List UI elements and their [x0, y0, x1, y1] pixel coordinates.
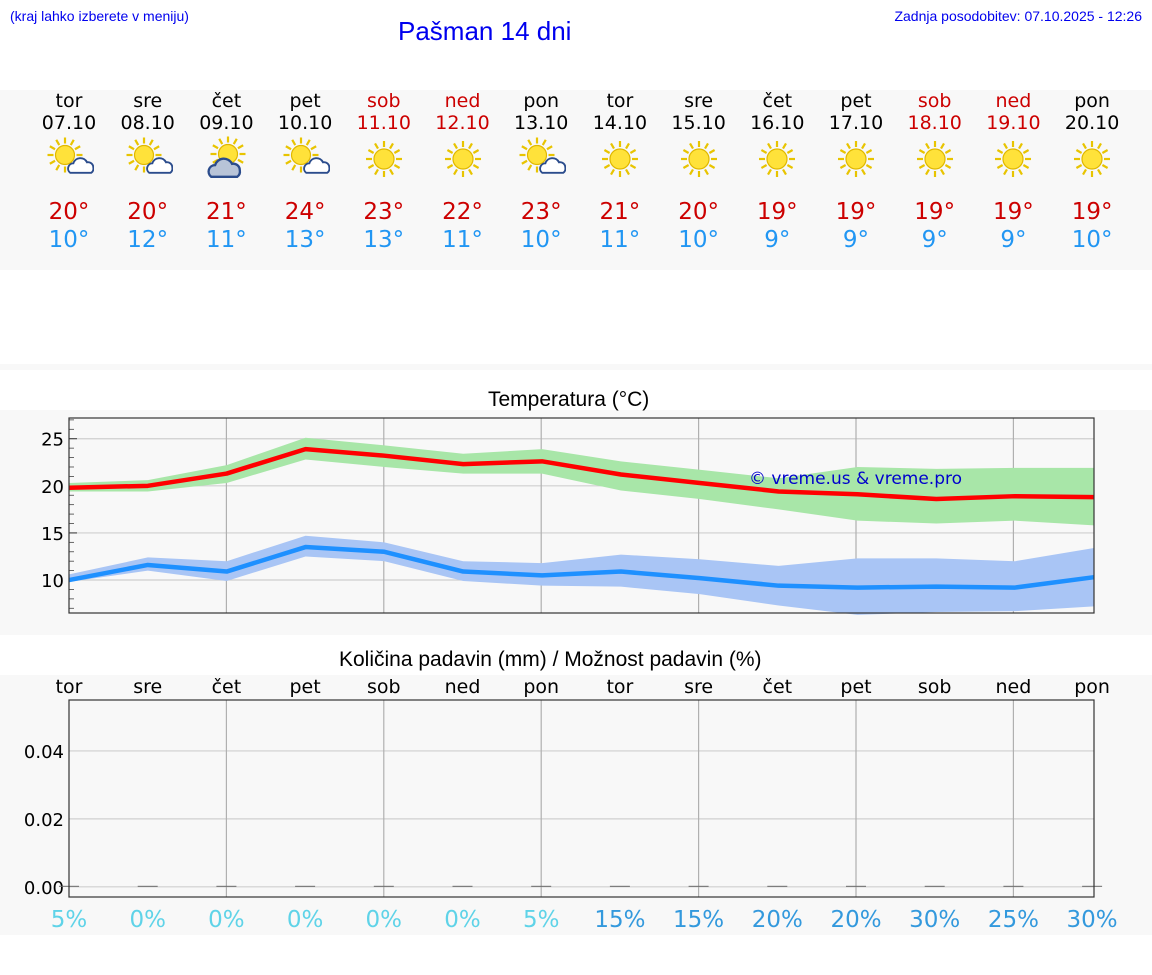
temp-max: 23°	[520, 199, 562, 225]
forecast-band	[0, 90, 1152, 270]
temp-max: 23°	[363, 199, 405, 225]
temp-max: 19°	[993, 199, 1034, 225]
day-name: pon	[1074, 90, 1110, 112]
day-date: 15.10	[671, 112, 726, 134]
temp-max: 19°	[914, 199, 956, 225]
temperature-band	[0, 410, 1152, 635]
sun-cloud-icon	[516, 134, 567, 184]
temp-max: 19°	[1071, 199, 1113, 225]
day-date: 12.10	[435, 112, 490, 134]
day-date: 17.10	[828, 112, 884, 134]
temp-min: 9°	[1000, 227, 1027, 253]
day-date: 16.10	[750, 112, 805, 134]
temp-min: 9°	[842, 227, 870, 253]
temp-max: 20°	[678, 199, 719, 225]
sun-icon	[988, 134, 1038, 184]
temp-min: 9°	[921, 227, 948, 253]
sun-icon	[674, 134, 724, 184]
day-name: sob	[367, 90, 401, 112]
temp-min: 13°	[363, 227, 405, 253]
temp-min: 11°	[599, 227, 641, 253]
temp-min: 10°	[1071, 227, 1113, 253]
day-name: pet	[840, 90, 872, 112]
day-name: ned	[995, 90, 1032, 112]
day-date: 10.10	[277, 112, 333, 134]
temp-min: 9°	[764, 227, 791, 253]
sun-icon	[595, 134, 645, 184]
sun-icon	[831, 134, 881, 184]
day-name: ned	[444, 90, 481, 112]
sun-icon	[359, 134, 409, 184]
day-date: 19.10	[986, 112, 1041, 134]
temp-min: 10°	[48, 227, 90, 253]
precipitation-chart-title: Količina padavin (mm) / Možnost padavin …	[339, 648, 762, 671]
temp-max: 20°	[127, 199, 169, 225]
sun-clouds-icon	[201, 134, 251, 184]
temp-max: 21°	[206, 199, 247, 225]
day-name: tor	[55, 90, 83, 112]
temp-max: 22°	[442, 199, 483, 225]
temp-max: 19°	[835, 199, 877, 225]
temp-max: 20°	[48, 199, 90, 225]
temp-max: 24°	[284, 199, 326, 225]
last-updated: Zadnja posodobitev: 07.10.2025 - 12:26	[894, 8, 1142, 24]
temp-min: 11°	[206, 227, 247, 253]
separator-band	[0, 364, 1152, 370]
sun-icon	[910, 134, 960, 184]
day-name: tor	[606, 90, 634, 112]
sun-icon	[438, 134, 488, 184]
sun-cloud-icon	[123, 134, 173, 184]
day-name: čet	[762, 90, 793, 112]
day-date: 13.10	[513, 112, 569, 134]
sun-cloud-icon	[280, 134, 331, 184]
temp-min: 12°	[127, 227, 169, 253]
sun-cloud-icon	[44, 134, 95, 184]
day-name: sob	[917, 90, 952, 112]
temp-min: 10°	[678, 227, 719, 253]
temp-min: 10°	[520, 227, 562, 253]
day-name: sre	[684, 90, 714, 112]
day-name: pon	[523, 90, 560, 112]
location-hint: (kraj lahko izberete v meniju)	[10, 8, 189, 24]
temp-min: 13°	[284, 227, 326, 253]
day-date: 07.10	[41, 112, 97, 134]
temperature-chart-title: Temperatura (°C)	[488, 388, 650, 411]
sun-icon	[752, 134, 802, 184]
day-date: 20.10	[1064, 112, 1120, 134]
sun-icon	[1067, 134, 1117, 184]
day-name: čet	[211, 90, 242, 112]
day-date: 09.10	[199, 112, 254, 134]
temp-min: 11°	[442, 227, 483, 253]
day-name: sre	[133, 90, 163, 112]
temp-max: 21°	[599, 199, 641, 225]
day-date: 14.10	[592, 112, 648, 134]
temp-max: 19°	[756, 199, 798, 225]
day-date: 18.10	[907, 112, 962, 134]
precipitation-band	[0, 675, 1152, 935]
page-title: Pašman 14 dni	[398, 16, 572, 46]
day-date: 08.10	[120, 112, 175, 134]
day-date: 11.10	[356, 112, 411, 134]
day-name: pet	[289, 90, 321, 112]
